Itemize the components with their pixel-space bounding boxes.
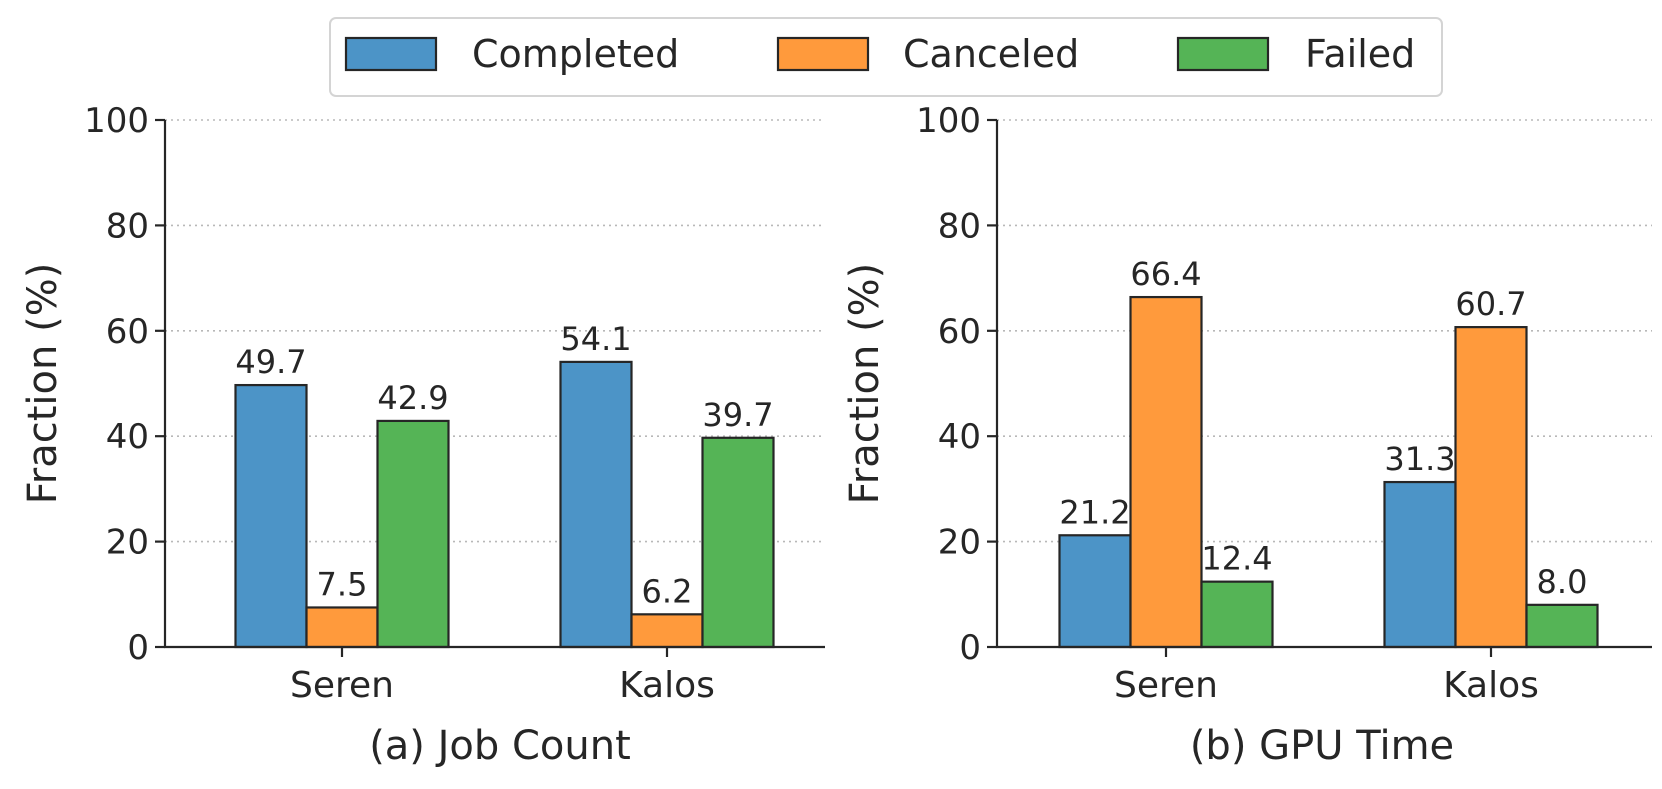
bar-failed-kalos (701, 436, 775, 649)
y-tick-label: 80 (106, 206, 149, 246)
legend-item-completed: Completed (344, 32, 679, 76)
bar-completed-kalos (1383, 480, 1457, 649)
bar-value-label: 12.4 (1201, 540, 1272, 578)
panel-job-count: 0 20 40 60 80 100 49.7 54.1 7.5 6.2 42.9 39.7 Seren K… (20, 101, 825, 769)
x-tick-label: Seren (1114, 665, 1218, 706)
legend-label-failed: Failed (1305, 32, 1415, 76)
y-tick-label: 40 (106, 417, 149, 457)
panel-gpu-time: 0 20 40 60 80 100 21.2 31.3 66.4 60.7 12.4 8.0 Seren… (842, 101, 1652, 769)
y-tick-label: 60 (106, 312, 149, 352)
legend-label-completed: Completed (472, 32, 679, 76)
y-tick-label: 40 (938, 417, 981, 457)
y-axis-title: Fraction (%) (20, 263, 66, 505)
bar-failed-seren (376, 419, 450, 649)
bar-canceled-kalos (630, 613, 704, 649)
bar-value-label: 39.7 (702, 396, 773, 434)
bar-canceled-seren (305, 606, 379, 649)
bar-value-label: 8.0 (1537, 563, 1588, 601)
legend: Completed Canceled Failed (329, 17, 1443, 97)
y-tick-label: 100 (84, 101, 149, 141)
bar-value-label: 60.7 (1455, 285, 1526, 323)
subplot-title: (b) GPU Time (1190, 723, 1454, 769)
y-tick-label: 60 (938, 312, 981, 352)
legend-swatch-canceled (776, 36, 870, 72)
bar-value-label: 54.1 (560, 320, 631, 358)
bar-value-label: 31.3 (1384, 440, 1455, 478)
bar-canceled-seren (1129, 295, 1203, 649)
legend-item-canceled: Canceled (776, 32, 1079, 76)
y-tick-label: 0 (959, 628, 981, 668)
bar-failed-seren (1200, 580, 1274, 649)
y-tick-label: 100 (916, 101, 981, 141)
bar-value-label: 6.2 (642, 572, 693, 610)
x-tick-label: Seren (290, 665, 394, 706)
y-tick-label: 0 (127, 628, 149, 668)
bar-value-label: 42.9 (377, 379, 448, 417)
bar-completed-kalos (559, 360, 633, 649)
y-tick-label: 80 (938, 206, 981, 246)
x-tick-label: Kalos (619, 665, 715, 706)
subplot-title: (a) Job Count (369, 723, 631, 769)
bar-value-label: 7.5 (317, 565, 368, 603)
y-tick-label: 20 (106, 523, 149, 563)
bar-value-label: 66.4 (1130, 255, 1201, 293)
x-tick-label: Kalos (1443, 665, 1539, 706)
legend-item-failed: Failed (1176, 32, 1415, 76)
legend-label-canceled: Canceled (903, 32, 1079, 76)
y-axis-title: Fraction (%) (842, 263, 888, 505)
y-tick-label: 20 (938, 523, 981, 563)
bar-canceled-kalos (1454, 326, 1528, 649)
legend-swatch-failed (1176, 36, 1270, 72)
bar-completed-seren (234, 383, 308, 649)
bar-completed-seren (1058, 534, 1132, 649)
bar-value-label: 21.2 (1059, 493, 1130, 531)
bar-value-label: 49.7 (235, 343, 306, 381)
legend-swatch-completed (344, 36, 438, 72)
bar-failed-kalos (1525, 603, 1599, 649)
legend-frame (329, 17, 1443, 97)
